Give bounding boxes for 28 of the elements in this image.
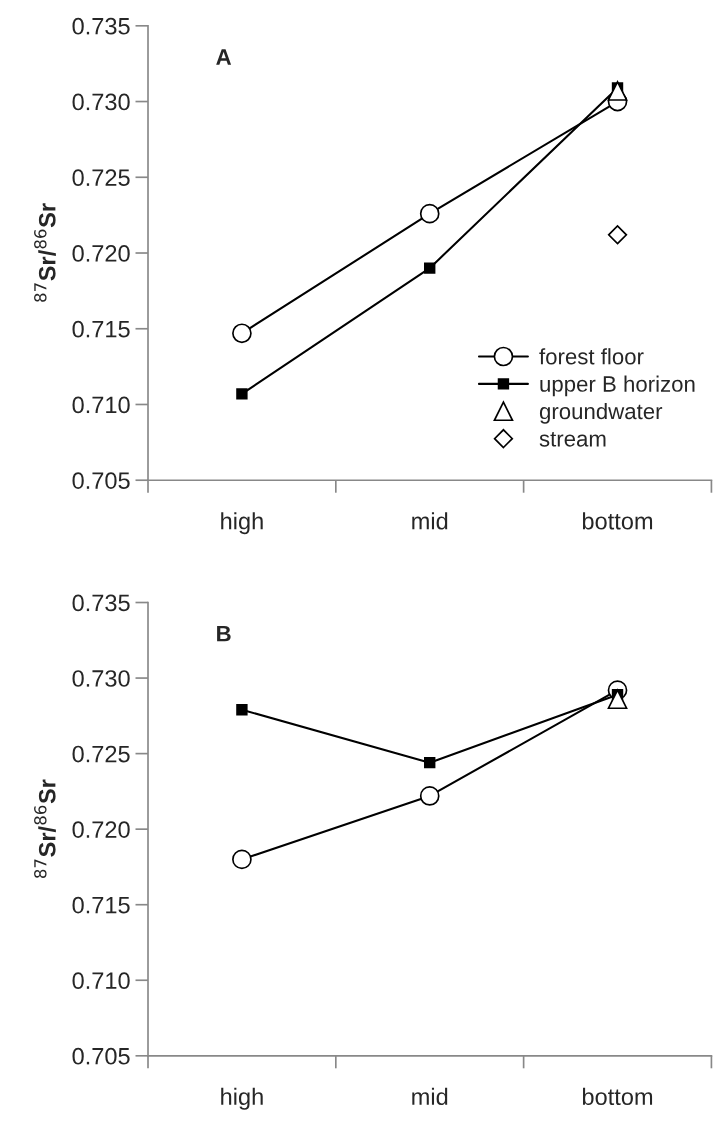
y-tick-label: 0.710: [72, 972, 130, 990]
y-axis-title: $^{87}$Sr/$^{86}$Sr: [34, 779, 56, 878]
y-axis-title: $^{87}$Sr/$^{86}$Sr: [34, 203, 56, 302]
y-tick-label: 0.705: [72, 472, 130, 489]
y-tick-label: 0.720: [72, 245, 130, 262]
legend-label: groundwater: [539, 402, 663, 424]
y-tick-label: 0.715: [72, 320, 130, 338]
x-tick-label: mid: [412, 1087, 448, 1106]
x-tick-label: high: [221, 512, 263, 535]
y-tick-label: 0.725: [72, 745, 130, 763]
annotation: B: [217, 625, 231, 642]
legend-label: upper B horizon: [540, 375, 695, 397]
legend-label: forest floor: [539, 348, 644, 365]
y-tick-label: 0.730: [72, 93, 130, 111]
legend-label: stream: [539, 432, 606, 447]
x-tick-label: bottom: [582, 1087, 653, 1106]
y-tick-label: 0.715: [72, 896, 130, 914]
y-tick-label: 0.735: [72, 17, 130, 35]
x-tick-label: mid: [412, 512, 448, 530]
x-tick-label: high: [221, 1087, 263, 1110]
annotation: A: [216, 49, 232, 65]
y-tick-label: 0.730: [72, 670, 130, 687]
y-tick-label: 0.725: [72, 169, 130, 187]
y-tick-label: 0.710: [72, 396, 130, 414]
x-tick-label: bottom: [582, 512, 653, 530]
y-tick-label: 0.735: [72, 594, 130, 612]
y-tick-label: 0.720: [72, 821, 130, 838]
y-tick-label: 0.705: [72, 1047, 130, 1065]
